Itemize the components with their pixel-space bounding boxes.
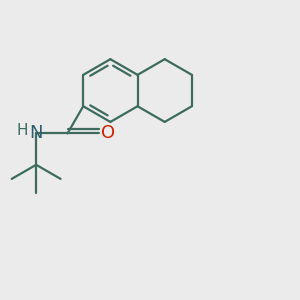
Text: N: N (29, 124, 43, 142)
Text: O: O (101, 124, 115, 142)
Text: H: H (16, 123, 28, 138)
